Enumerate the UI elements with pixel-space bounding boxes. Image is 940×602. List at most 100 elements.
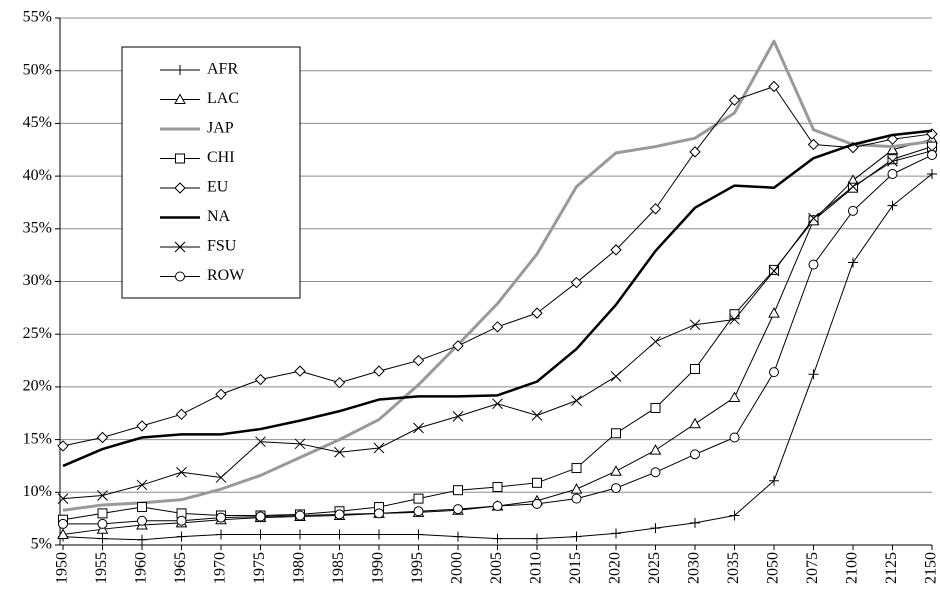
marker [650, 336, 661, 347]
marker [887, 154, 898, 165]
marker [374, 529, 384, 540]
legend-label: ROW [207, 267, 245, 284]
marker [491, 321, 504, 333]
marker [57, 440, 69, 452]
marker [96, 431, 109, 444]
marker [452, 340, 464, 352]
series [62, 39, 933, 512]
marker [176, 466, 187, 478]
marker [137, 534, 147, 545]
marker [689, 417, 701, 429]
y-tick-label: 40% [23, 167, 52, 184]
marker [136, 420, 148, 432]
marker [650, 402, 661, 413]
marker [571, 395, 582, 406]
marker [570, 483, 583, 494]
marker [807, 138, 820, 151]
marker [649, 444, 662, 455]
legend-marker [175, 65, 185, 75]
x-tick-label: 1990 [370, 552, 387, 584]
marker [334, 509, 345, 520]
x-tick-label: 2125 [883, 552, 900, 584]
series-line [62, 129, 933, 468]
legend-label: JAP [207, 120, 234, 137]
marker [610, 244, 622, 256]
marker [927, 168, 937, 179]
marker [808, 212, 819, 224]
series-line [62, 39, 933, 512]
y-tick-label: 5% [31, 536, 52, 553]
marker [137, 515, 147, 526]
marker [768, 80, 780, 93]
marker [215, 472, 227, 483]
legend-label: LAC [207, 90, 239, 107]
marker [531, 410, 543, 421]
marker [532, 477, 542, 488]
y-tick-label: 15% [23, 430, 52, 447]
marker [333, 376, 346, 389]
marker [729, 309, 740, 320]
marker [216, 529, 226, 540]
marker [887, 155, 898, 167]
legend: AFR LAC JAP CHI EU NA FSU ROW [121, 46, 301, 299]
marker [690, 517, 700, 528]
marker [373, 365, 385, 377]
marker [650, 523, 661, 534]
marker [374, 508, 384, 519]
legend-marker [174, 182, 186, 194]
marker [492, 398, 503, 410]
marker [610, 371, 622, 382]
marker [689, 319, 701, 331]
marker [729, 432, 740, 443]
marker [611, 428, 621, 439]
marker [571, 493, 582, 504]
legend-marker [175, 271, 185, 282]
legend-marker [174, 93, 186, 104]
marker [334, 446, 345, 458]
series [62, 129, 933, 468]
marker [216, 512, 226, 523]
x-tick-label: 1975 [251, 552, 268, 584]
marker [412, 354, 425, 367]
x-tick-label: 2050 [765, 552, 782, 584]
marker [808, 215, 819, 226]
x-tick-label: 2100 [844, 552, 861, 584]
marker [570, 276, 583, 289]
marker [413, 529, 424, 540]
series [58, 150, 937, 529]
y-tick-label: 10% [23, 483, 52, 500]
x-tick-label: 2035 [725, 552, 742, 584]
x-tick-label: 2150 [923, 552, 940, 584]
marker [215, 388, 227, 400]
marker [413, 493, 424, 504]
marker [136, 479, 148, 491]
marker [690, 363, 700, 374]
legend-label: NA [207, 208, 231, 225]
marker [531, 307, 543, 319]
marker [334, 529, 345, 540]
marker [532, 498, 542, 509]
marker [650, 467, 661, 478]
x-tick-label: 2020 [607, 552, 624, 584]
marker [255, 529, 266, 540]
y-tick-label: 35% [23, 219, 52, 236]
x-tick-label: 2000 [449, 552, 466, 584]
marker [571, 463, 582, 474]
marker [57, 528, 69, 539]
marker [571, 531, 582, 542]
x-tick-label: 2015 [567, 552, 584, 584]
x-tick-label: 2005 [488, 552, 505, 584]
legend-label: FSU [207, 238, 237, 255]
x-tick-label: 2025 [646, 552, 663, 584]
marker [58, 518, 68, 529]
x-tick-label: 1970 [212, 552, 229, 584]
marker [848, 257, 858, 268]
y-tick-label: 25% [23, 325, 52, 342]
marker [254, 373, 267, 386]
marker [97, 533, 108, 544]
series [58, 168, 937, 545]
marker [295, 510, 305, 521]
marker [808, 259, 819, 270]
marker [887, 168, 898, 179]
